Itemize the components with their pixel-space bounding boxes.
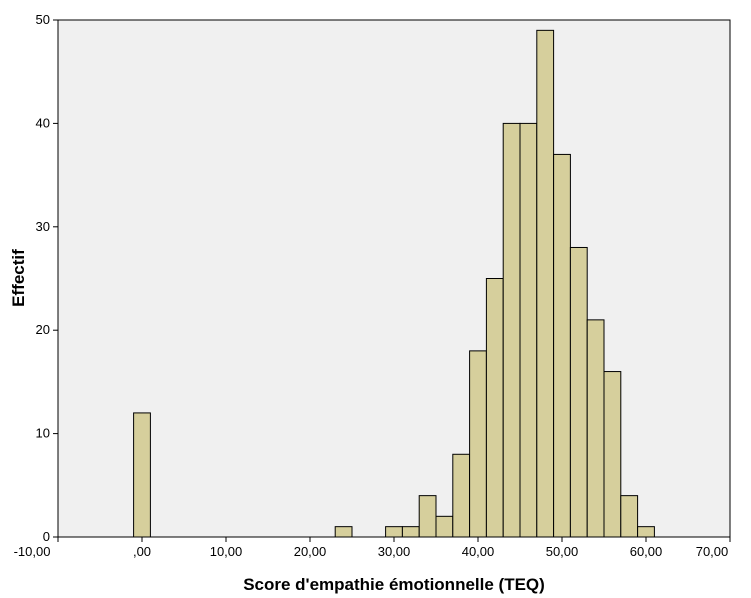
y-axis-title: Effectif (9, 249, 28, 307)
x-tick-label: -10,00 (14, 544, 51, 559)
x-tick-label: 10,00 (210, 544, 243, 559)
y-tick-label: 30 (36, 219, 50, 234)
histogram-bar-17 (637, 526, 655, 538)
x-axis: -10,00 ,00 10,00 20,00 30,00 40,00 50,00 60,00 7… (14, 537, 731, 559)
x-tick-label: 50,00 (546, 544, 579, 559)
histogram-bar-2 (385, 526, 403, 538)
x-tick-label: 30,00 (378, 544, 411, 559)
histogram-bars (133, 29, 655, 538)
x-tick-label: 20,00 (294, 544, 327, 559)
histogram-bar-4 (418, 495, 437, 538)
y-tick-label: 20 (36, 322, 50, 337)
histogram-bar-1 (334, 526, 353, 538)
plot-area (57, 19, 731, 538)
x-axis-title: Score d'empathie émotionnelle (TEQ) (243, 575, 545, 594)
histogram-bar-12 (553, 153, 571, 538)
histogram-bar-11 (536, 29, 555, 538)
y-tick-label: 0 (43, 529, 50, 544)
histogram-bar-15 (603, 371, 622, 538)
histogram-bar-5 (435, 515, 454, 538)
y-tick-label: 50 (36, 12, 50, 27)
histogram-bar-16 (620, 495, 639, 538)
x-tick-label: 40,00 (462, 544, 495, 559)
histogram-bar-9 (502, 122, 521, 538)
histogram-bar-6 (452, 453, 471, 538)
histogram-bar-0 (133, 412, 151, 538)
y-tick-label: 40 (36, 115, 50, 130)
y-tick-label: 10 (36, 426, 50, 441)
x-tick-label: 70,00 (696, 544, 729, 559)
histogram-bar-13 (569, 246, 588, 538)
y-axis: 0 10 20 30 40 50 (36, 12, 58, 544)
histogram-bar-8 (485, 278, 504, 538)
histogram-bar-10 (519, 122, 538, 538)
x-tick-label: 60,00 (630, 544, 663, 559)
histogram-bar-14 (586, 319, 605, 538)
histogram-bar-3 (401, 526, 420, 538)
histogram-bar-7 (469, 350, 487, 538)
x-tick-label: ,00 (133, 544, 151, 559)
